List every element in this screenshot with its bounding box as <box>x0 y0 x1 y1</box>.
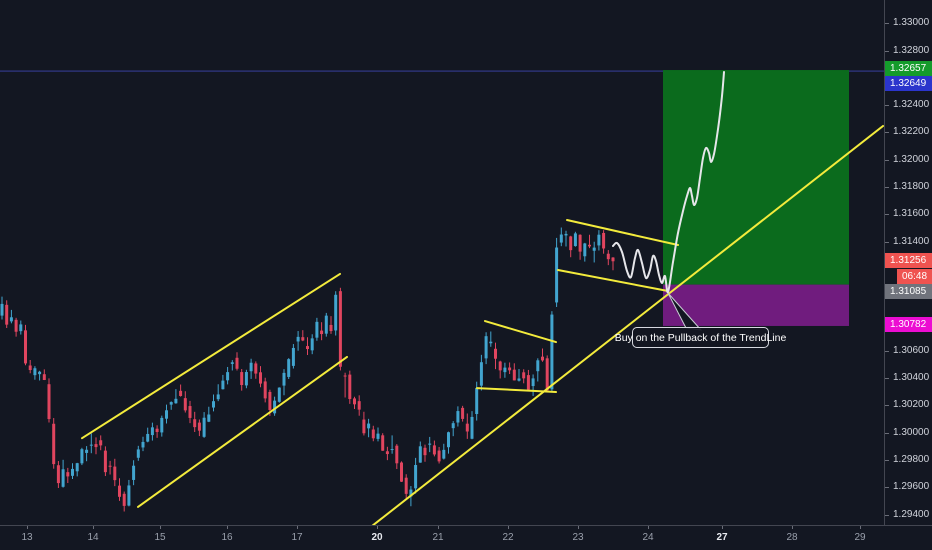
price-tick-label: 1.32400 <box>885 99 932 111</box>
tooltip-text: Buy on the Pullback of the TrendLine <box>614 331 787 344</box>
time-tick-mark <box>160 526 161 529</box>
time-tick-mark <box>860 526 861 529</box>
target-price-badge: 1.32657 <box>885 60 932 76</box>
main-trendline <box>371 124 884 525</box>
ascending-channel-lower <box>137 355 348 508</box>
price-tick-label: 1.30200 <box>885 399 932 411</box>
time-tick-mark <box>648 526 649 529</box>
price-tick-label: 1.29400 <box>885 509 932 521</box>
chart-pane[interactable] <box>0 0 884 525</box>
time-tick-label: 27 <box>716 532 728 543</box>
bar-countdown-badge: 06:48 <box>897 268 932 284</box>
time-tick-mark <box>27 526 28 529</box>
time-tick-label: 14 <box>87 532 99 543</box>
time-tick-mark <box>227 526 228 529</box>
time-tick-mark <box>377 526 378 529</box>
time-tick-mark <box>792 526 793 529</box>
price-tick-label: 1.32800 <box>885 45 932 57</box>
flag-23-upper <box>566 219 679 247</box>
flag-23-lower <box>557 268 669 293</box>
price-tick-label: 1.31600 <box>885 208 932 220</box>
price-tick-label: 1.32200 <box>885 126 932 138</box>
time-tick-label: 24 <box>642 532 654 543</box>
stop-loss-box <box>663 284 849 326</box>
time-tick-mark <box>508 526 509 529</box>
alert-price-badge: 1.32649 <box>885 75 932 91</box>
time-tick-label: 21 <box>432 532 444 543</box>
price-axis[interactable]: 1.33000 1.32800 1.32400 1.32200 1.32000 1.318… <box>884 0 932 525</box>
time-tick-mark <box>297 526 298 529</box>
time-tick-label: 20 <box>371 532 383 543</box>
ascending-channel-upper <box>81 272 341 440</box>
time-tick-label: 29 <box>854 532 866 543</box>
time-tick-label: 17 <box>291 532 303 543</box>
time-tick-label: 23 <box>572 532 584 543</box>
flag-22-upper <box>484 320 557 344</box>
price-tick-label: 1.31400 <box>885 236 932 248</box>
price-tick-label: 1.31800 <box>885 181 932 193</box>
flag-22-lower <box>476 387 557 394</box>
time-tick-label: 15 <box>154 532 166 543</box>
candlestick-chart-svg[interactable] <box>0 0 884 525</box>
time-tick-label: 13 <box>21 532 33 543</box>
price-tick-label: 1.29800 <box>885 454 932 466</box>
time-tick-label: 22 <box>502 532 514 543</box>
entry-price-badge: 1.31085 <box>885 283 932 299</box>
trendline-tooltip: Buy on the Pullback of the TrendLine <box>615 327 786 348</box>
price-tick-label: 1.32000 <box>885 154 932 166</box>
price-tick-label: 1.33000 <box>885 17 932 29</box>
profit-target-box <box>663 70 849 285</box>
time-axis[interactable]: 13 14 15 16 17 20 21 22 23 24 27 28 29 <box>0 525 932 550</box>
time-tick-mark <box>722 526 723 529</box>
stop-price-badge: 1.30782 <box>885 316 932 332</box>
price-tick-label: 1.29600 <box>885 481 932 493</box>
price-tick-label: 1.30400 <box>885 372 932 384</box>
time-tick-mark <box>93 526 94 529</box>
price-tick-label: 1.30600 <box>885 345 932 357</box>
time-tick-label: 28 <box>786 532 798 543</box>
candles-group <box>0 227 615 512</box>
projected-price-path <box>612 71 725 294</box>
last-price-badge: 1.31256 <box>885 252 932 268</box>
time-tick-label: 16 <box>221 532 233 543</box>
time-tick-mark <box>438 526 439 529</box>
price-tick-label: 1.30000 <box>885 427 932 439</box>
time-tick-mark <box>578 526 579 529</box>
